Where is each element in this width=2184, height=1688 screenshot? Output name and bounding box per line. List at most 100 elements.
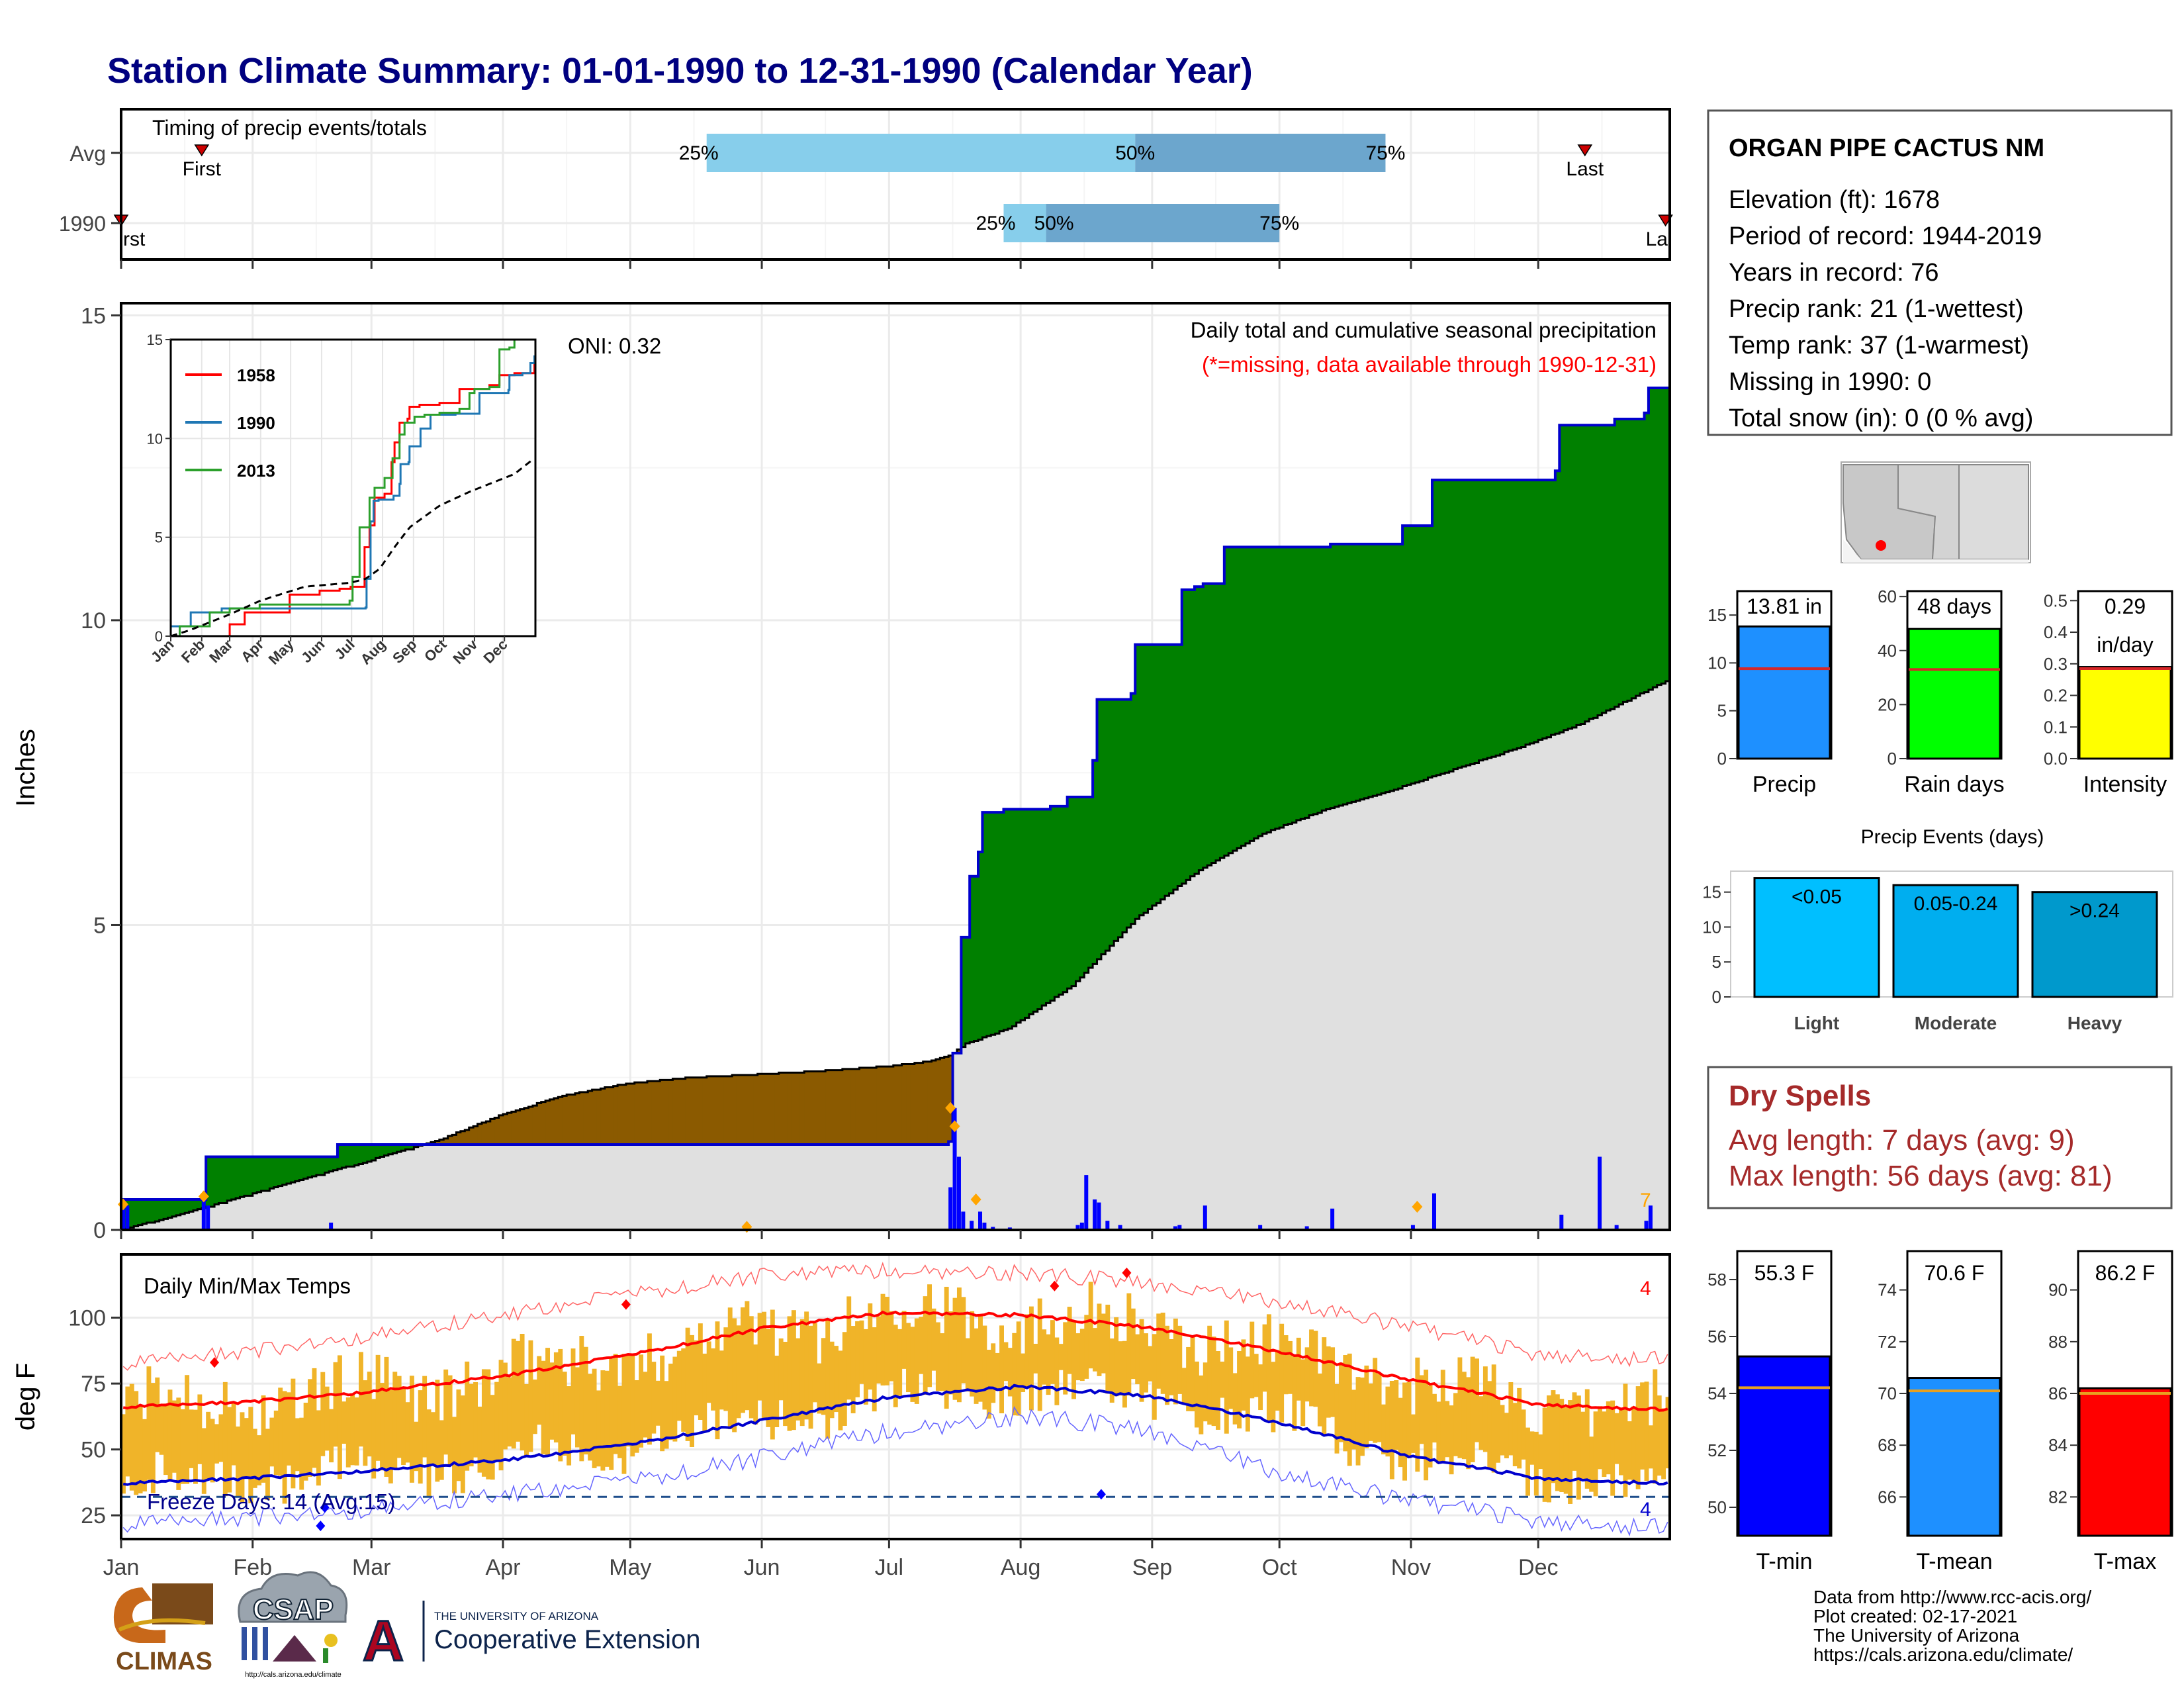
- daily-precip-bar: [991, 1227, 995, 1230]
- daily-temp-range-bar: [630, 1353, 635, 1457]
- daily-temp-range-bar: [1627, 1421, 1632, 1480]
- daily-temp-range-bar: [465, 1361, 470, 1471]
- precip-departure-day: [558, 1097, 563, 1145]
- precip-y-tick-label-3: 15: [81, 303, 106, 328]
- timing-avg-last-marker: [1577, 144, 1593, 157]
- precip-departure-day: [1101, 699, 1106, 955]
- precip-departure-day: [1428, 526, 1433, 778]
- precip-departure-day: [193, 1199, 198, 1211]
- daily-temp-range-bar: [741, 1307, 745, 1413]
- daily-temp-range-bar: [931, 1308, 936, 1371]
- precip-departure-day: [655, 1081, 660, 1145]
- daily-precip-bar: [1644, 1221, 1649, 1230]
- daily-temp-range-bar: [1602, 1411, 1607, 1477]
- precip-departure-day: [719, 1076, 724, 1145]
- daily-temp-range-bar: [588, 1374, 593, 1461]
- csap-cactus: [323, 1648, 328, 1663]
- precip-events-bin-label-0: <0.05: [1792, 886, 1842, 908]
- daily-temp-range-bar: [1487, 1381, 1492, 1470]
- daily-temp-range-bar: [189, 1409, 194, 1468]
- daily-temp-range-bar: [134, 1391, 139, 1495]
- summary-bar-value2-2: in/day: [2097, 633, 2153, 657]
- daily-temp-range-bar: [1063, 1322, 1068, 1395]
- timing-avg-first-marker: [194, 144, 210, 157]
- daily-precip-bar: [1648, 1205, 1653, 1230]
- daily-temp-range-bar: [1097, 1303, 1102, 1376]
- precip-departure-day: [672, 1078, 678, 1145]
- summary-bar-rain-days: [1907, 628, 2001, 760]
- daily-temp-range-bar: [125, 1386, 130, 1477]
- daily-temp-range-bar: [562, 1372, 567, 1456]
- daily-temp-range-bar: [1114, 1317, 1119, 1397]
- daily-precip-bar: [1258, 1225, 1263, 1230]
- precip-events-bin-label-2: >0.24: [2070, 900, 2120, 922]
- precip-departure-day: [299, 1156, 304, 1180]
- precip-departure-day: [231, 1156, 236, 1199]
- daily-temp-range-bar: [197, 1394, 203, 1464]
- precip-y-tick-label-1: 5: [93, 913, 106, 938]
- precip-departure-day: [481, 1122, 486, 1145]
- precip-departure-day: [651, 1081, 657, 1145]
- temp-panel: 25 50 75 100 deg F Daily Min/Max Temps Free…: [11, 1253, 1671, 1580]
- precip-departure-day: [1568, 425, 1573, 729]
- daily-temp-range-bar: [1457, 1357, 1463, 1458]
- daily-temp-range-bar: [1266, 1314, 1271, 1421]
- precip-departure-day: [630, 1083, 635, 1145]
- daily-temp-range-bar: [320, 1372, 326, 1456]
- daily-temp-range-bar: [1173, 1318, 1178, 1405]
- precip-departure-day: [1186, 589, 1191, 880]
- daily-temp-range-bar: [206, 1411, 211, 1479]
- precip-departure-day: [1250, 547, 1255, 841]
- precip-departure-day: [409, 1145, 414, 1150]
- precip-departure-day: [1343, 543, 1348, 805]
- daily-temp-range-bar: [384, 1356, 389, 1477]
- precip-departure-day: [613, 1086, 618, 1145]
- oni-label: ONI: 0.32: [568, 334, 661, 358]
- daily-temp-range-bar: [1512, 1403, 1518, 1467]
- precip-departure-day: [1245, 547, 1250, 844]
- daily-temp-range-bar: [171, 1400, 177, 1473]
- precip-departure-day: [1156, 644, 1161, 904]
- precip-departure-day: [1593, 425, 1598, 718]
- footer-logos: CLIMAS CSAP http://cals.arizona.edu/clim…: [113, 1571, 700, 1679]
- daily-temp-range-bar: [121, 1414, 126, 1494]
- daily-temp-range-bar: [778, 1338, 784, 1401]
- temp-bar-label-2: T-max: [2094, 1549, 2156, 1574]
- precip-departure-day: [770, 1074, 775, 1145]
- daily-temp-range-bar: [965, 1338, 970, 1392]
- daily-temp-range-bar: [991, 1343, 996, 1403]
- precip-departure-day: [855, 1068, 860, 1145]
- timing-1990-bar-q25-q50: [1003, 204, 1046, 242]
- daily-temp-range-bar: [1144, 1333, 1148, 1393]
- precip-departure-day: [375, 1145, 381, 1158]
- daily-temp-range-bar: [1262, 1324, 1267, 1392]
- daily-precip-bar: [1559, 1214, 1564, 1230]
- daily-temp-range-bar: [1075, 1333, 1081, 1381]
- temp-bar-value-1: 70.6 F: [1925, 1261, 1985, 1285]
- daily-temp-range-bar: [520, 1333, 525, 1451]
- daily-temp-range-bar: [240, 1412, 245, 1503]
- daily-temp-range-bar: [447, 1375, 453, 1466]
- daily-temp-range-bar: [681, 1348, 686, 1432]
- record-high-marker: [1122, 1267, 1132, 1278]
- precip-departure-day: [1377, 543, 1382, 795]
- precip-departure-day: [643, 1082, 648, 1145]
- daily-temp-range-bar: [282, 1391, 287, 1504]
- daily-precip-bar: [1075, 1225, 1080, 1230]
- daily-temp-range-bar: [1126, 1293, 1132, 1396]
- daily-precip-bar: [329, 1222, 334, 1230]
- timing-avg-bar-q25-q50: [706, 134, 1136, 172]
- precip-departure-day: [732, 1075, 737, 1145]
- daily-temp-range-bar: [193, 1409, 198, 1484]
- precip-departure-day: [893, 1065, 898, 1145]
- precip-departure-day: [702, 1077, 707, 1145]
- daily-temp-range-bar: [1283, 1335, 1289, 1395]
- daily-temp-range-bar: [167, 1389, 173, 1481]
- precip-departure-day: [167, 1199, 173, 1218]
- station-line-3: Years in record: 76: [1729, 259, 1939, 287]
- daily-temp-range-bar: [787, 1316, 792, 1431]
- precip-departure-day: [1419, 526, 1424, 782]
- precip-departure-day: [927, 1061, 933, 1145]
- daily-precip-bar: [1330, 1208, 1335, 1230]
- precip-departure-day: [995, 812, 1000, 1034]
